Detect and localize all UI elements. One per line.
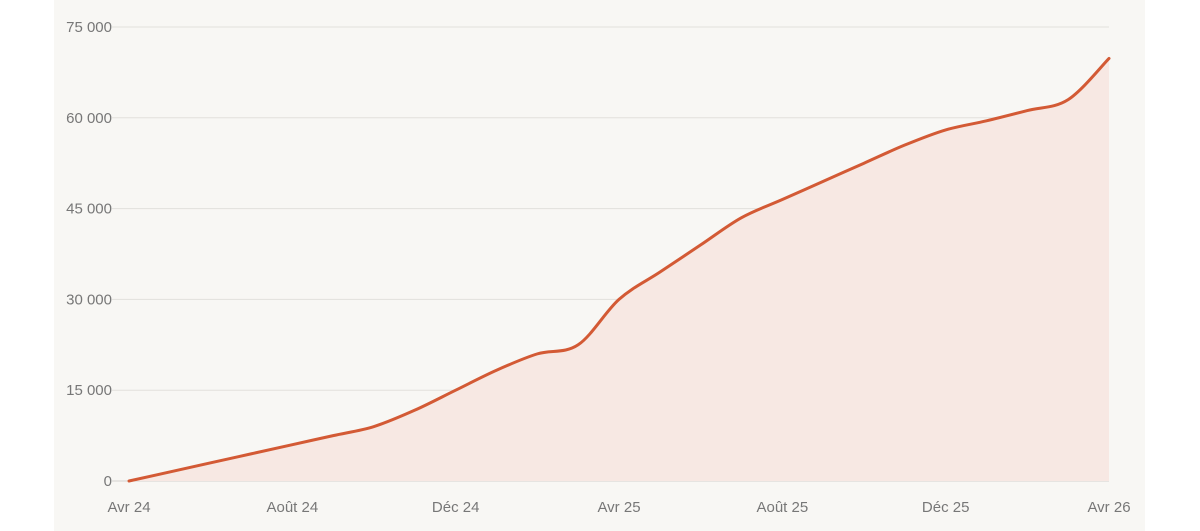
x-tick-label: Août 24 bbox=[266, 499, 318, 516]
x-tick-label: Avr 25 bbox=[597, 499, 640, 516]
y-tick-label: 75 000 bbox=[66, 19, 112, 36]
x-tick-label: Déc 24 bbox=[432, 499, 480, 516]
series-line bbox=[127, 56, 1111, 483]
y-tick-label: 0 bbox=[104, 473, 112, 490]
y-axis-tick-labels: 0 15 000 30 000 45 000 60 000 75 000 bbox=[66, 19, 112, 490]
y-tick-label: 30 000 bbox=[66, 291, 112, 308]
series-area-fill bbox=[129, 58, 1109, 482]
x-axis-tick-labels: Avr 24 Août 24 Déc 24 Avr 25 Août 25 Déc 25 Av… bbox=[107, 499, 1130, 516]
y-tick-label: 15 000 bbox=[66, 382, 112, 399]
x-tick-label: Déc 25 bbox=[922, 499, 970, 516]
y-tick-label: 45 000 bbox=[66, 201, 112, 218]
x-tick-label: Août 25 bbox=[756, 499, 808, 516]
y-tick-label: 60 000 bbox=[66, 110, 112, 127]
x-tick-label: Avr 26 bbox=[1087, 499, 1130, 516]
x-tick-label: Avr 24 bbox=[107, 499, 150, 516]
